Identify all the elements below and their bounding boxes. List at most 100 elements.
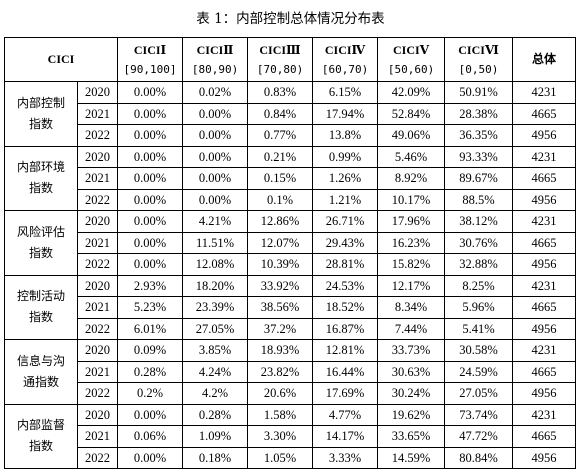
percent-cell: 0.00% bbox=[117, 210, 184, 233]
column-label: CICIⅡ bbox=[196, 42, 234, 57]
column-label: CICIⅠ bbox=[133, 42, 167, 57]
column-header: CICIⅣ [60,70) bbox=[312, 37, 379, 82]
percent-cell: 0.1% bbox=[247, 188, 314, 211]
total-cell: 4231 bbox=[512, 339, 577, 362]
year-cell: 2022 bbox=[76, 124, 119, 147]
group-label-text: 内部监督指数 bbox=[16, 418, 65, 454]
percent-cell: 18.93% bbox=[247, 339, 314, 362]
percent-cell: 12.08% bbox=[182, 253, 249, 276]
table-caption: 表 1：内部控制总体情况分布表 bbox=[196, 11, 385, 27]
total-header: 总体 bbox=[512, 37, 577, 82]
percent-cell: 33.92% bbox=[247, 274, 314, 297]
percent-cell: 42.09% bbox=[377, 81, 446, 104]
percent-cell: 1.21% bbox=[312, 188, 379, 211]
percent-cell: 30.58% bbox=[444, 339, 514, 362]
table-row: 2022 0.00% 0.18% 1.05% 3.33% 14.59% 80.84% 4956 bbox=[5, 446, 577, 469]
percent-cell: 49.06% bbox=[377, 124, 446, 147]
percent-cell: 0.00% bbox=[117, 124, 184, 147]
table-row: 信息与沟通指数 2020 0.09% 3.85% 18.93% 12.81% 33.73% 3… bbox=[4, 339, 577, 405]
percent-cell: 5.41% bbox=[444, 317, 514, 340]
column-header: CICIⅤ [50,60) bbox=[377, 37, 446, 82]
column-label: CICIⅢ bbox=[259, 42, 301, 57]
percent-cell: 0.83% bbox=[247, 81, 314, 104]
percent-cell: 0.00% bbox=[117, 167, 184, 190]
percent-cell: 4.24% bbox=[182, 360, 249, 383]
percent-cell: 0.00% bbox=[182, 188, 249, 211]
percent-cell: 88.5% bbox=[444, 188, 514, 211]
percent-cell: 0.09% bbox=[117, 339, 184, 362]
percent-cell: 16.87% bbox=[312, 317, 379, 340]
percent-cell: 16.23% bbox=[377, 231, 446, 254]
percent-cell: 29.43% bbox=[312, 231, 379, 254]
percent-cell: 14.59% bbox=[377, 446, 446, 469]
percent-cell: 0.28% bbox=[117, 360, 184, 383]
table-row: 风险评估指数 2020 0.00% 4.21% 12.86% 26.71% 17.96% 38… bbox=[4, 210, 577, 276]
percent-cell: 93.33% bbox=[444, 145, 514, 168]
percent-cell: 4.2% bbox=[182, 382, 249, 405]
percent-cell: 3.30% bbox=[247, 425, 314, 448]
total-cell: 4956 bbox=[512, 382, 577, 405]
group-label-text: 内部环境指数 bbox=[16, 160, 65, 196]
percent-cell: 5.46% bbox=[377, 145, 446, 168]
year-cell: 2022 bbox=[76, 446, 119, 469]
column-header: CICIⅠ [90,100] bbox=[117, 37, 184, 82]
percent-cell: 8.25% bbox=[444, 274, 514, 297]
column-range: [70,80) bbox=[256, 62, 304, 76]
group-label-text: 风险评估指数 bbox=[16, 224, 65, 260]
group-label-text: 内部控制指数 bbox=[16, 95, 65, 131]
year-cell: 2021 bbox=[76, 296, 119, 319]
table-row: 2021 5.23% 23.39% 38.56% 18.52% 8.34% 5.96% 466… bbox=[5, 296, 577, 319]
table-row: 2021 0.06% 1.09% 3.30% 14.17% 33.65% 47.72% 466… bbox=[5, 425, 577, 448]
group-label-text: 信息与沟通指数 bbox=[16, 353, 65, 389]
year-cell: 2020 bbox=[76, 145, 119, 168]
table-row: 2022 0.2% 4.2% 20.6% 17.69% 30.24% 27.05% 4956 bbox=[5, 382, 577, 405]
percent-cell: 89.67% bbox=[444, 167, 514, 190]
percent-cell: 0.00% bbox=[117, 231, 184, 254]
group-label: 内部环境指数 bbox=[4, 145, 78, 211]
percent-cell: 23.82% bbox=[247, 360, 314, 383]
column-range: [60,70) bbox=[321, 62, 369, 76]
percent-cell: 18.52% bbox=[312, 296, 379, 319]
group-label: 风险评估指数 bbox=[4, 210, 78, 276]
percent-cell: 24.53% bbox=[312, 274, 379, 297]
percent-cell: 26.71% bbox=[312, 210, 379, 233]
column-range: [0,50) bbox=[458, 62, 499, 76]
column-header: CICIⅥ [0,50) bbox=[444, 37, 514, 82]
corner-header: CICI bbox=[3, 37, 119, 82]
year-cell: 2021 bbox=[76, 102, 119, 125]
percent-cell: 5.96% bbox=[444, 296, 514, 319]
total-cell: 4231 bbox=[512, 81, 577, 104]
percent-cell: 10.39% bbox=[247, 253, 314, 276]
total-cell: 4956 bbox=[512, 124, 577, 147]
year-cell: 2020 bbox=[76, 339, 119, 362]
percent-cell: 14.17% bbox=[312, 425, 379, 448]
column-range: [50,60) bbox=[387, 62, 435, 76]
year-cell: 2021 bbox=[76, 167, 119, 190]
percent-cell: 0.2% bbox=[117, 382, 184, 405]
percent-cell: 30.63% bbox=[377, 360, 446, 383]
percent-cell: 18.20% bbox=[182, 274, 249, 297]
table-row: 2022 6.01% 27.05% 37.2% 16.87% 7.44% 5.41% 4956 bbox=[5, 317, 577, 340]
percent-cell: 0.00% bbox=[182, 102, 249, 125]
percent-cell: 0.77% bbox=[247, 124, 314, 147]
table-row: 2021 0.28% 4.24% 23.82% 16.44% 30.63% 24.59% 46… bbox=[5, 360, 577, 383]
year-cell: 2022 bbox=[76, 382, 119, 405]
year-cell: 2022 bbox=[76, 317, 119, 340]
percent-cell: 24.59% bbox=[444, 360, 514, 383]
percent-cell: 0.21% bbox=[247, 145, 314, 168]
year-cell: 2020 bbox=[76, 403, 119, 426]
table-row: 2022 0.00% 0.00% 0.77% 13.8% 49.06% 36.35% 4956 bbox=[5, 124, 577, 147]
percent-cell: 1.05% bbox=[247, 446, 314, 469]
year-cell: 2020 bbox=[76, 274, 119, 297]
table-row: 内部控制指数 2020 0.00% 0.02% 0.83% 6.15% 42.09% 50.9… bbox=[4, 81, 577, 147]
year-cell: 2020 bbox=[76, 210, 119, 233]
percent-cell: 0.28% bbox=[182, 403, 249, 426]
percent-cell: 37.2% bbox=[247, 317, 314, 340]
total-cell: 4956 bbox=[512, 446, 577, 469]
percent-cell: 28.38% bbox=[444, 102, 514, 125]
header-row: CICI CICIⅠ [90,100] CICIⅡ [80,90) CICIⅢ [70… bbox=[3, 37, 577, 82]
percent-cell: 6.15% bbox=[312, 81, 379, 104]
table-row: 控制活动指数 2020 2.93% 18.20% 33.92% 24.53% 12.17% 8… bbox=[4, 274, 577, 340]
table-row: 2021 0.00% 0.00% 0.15% 1.26% 8.92% 89.67% 4665 bbox=[5, 167, 577, 190]
percent-cell: 0.00% bbox=[182, 167, 249, 190]
